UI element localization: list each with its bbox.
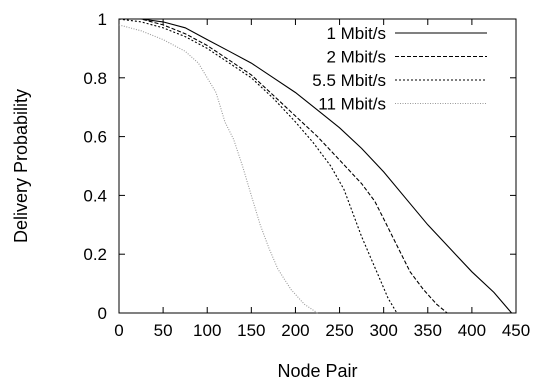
plot-border [118, 18, 517, 314]
x-tick-label: 350 [414, 321, 442, 340]
x-tick-label: 450 [502, 321, 530, 340]
legend-label: 11 Mbit/s [318, 95, 386, 114]
y-axis-label: Delivery Probability [11, 89, 31, 243]
y-tick-label: 0.4 [83, 186, 107, 205]
series-line [119, 18, 513, 314]
x-axis-label: Node Pair [277, 361, 357, 381]
x-axis-ticks: 0 50 100 150 200 250 300 350 400 450 [114, 19, 530, 340]
y-tick-label: 0.8 [83, 69, 107, 88]
x-tick-label: 100 [193, 321, 221, 340]
x-tick-label: 50 [154, 321, 173, 340]
series-line [119, 18, 448, 314]
x-tick-label: 250 [325, 321, 353, 340]
x-tick-label: 400 [458, 321, 486, 340]
x-tick-label: 0 [114, 321, 123, 340]
legend-label: 1 Mbit/s [326, 24, 386, 43]
plot-frame [118, 18, 517, 314]
series-line [118, 18, 398, 314]
legend: 1 Mbit/s 2 Mbit/s 5.5 Mbit/s 11 Mbit/s [312, 24, 487, 114]
y-tick-label: 1 [98, 10, 107, 29]
x-tick-label: 300 [369, 321, 397, 340]
y-tick-label: 0.2 [83, 245, 107, 264]
legend-label: 2 Mbit/s [326, 48, 386, 67]
x-tick-label: 200 [281, 321, 309, 340]
x-tick-label: 150 [237, 321, 265, 340]
series-line [118, 24, 318, 314]
series-lines [118, 18, 513, 314]
y-axis-ticks: 0 0.2 0.4 0.6 0.8 1 [83, 10, 516, 323]
legend-label: 5.5 Mbit/s [312, 71, 386, 90]
y-tick-label: 0.6 [83, 128, 107, 147]
y-tick-label: 0 [98, 304, 107, 323]
